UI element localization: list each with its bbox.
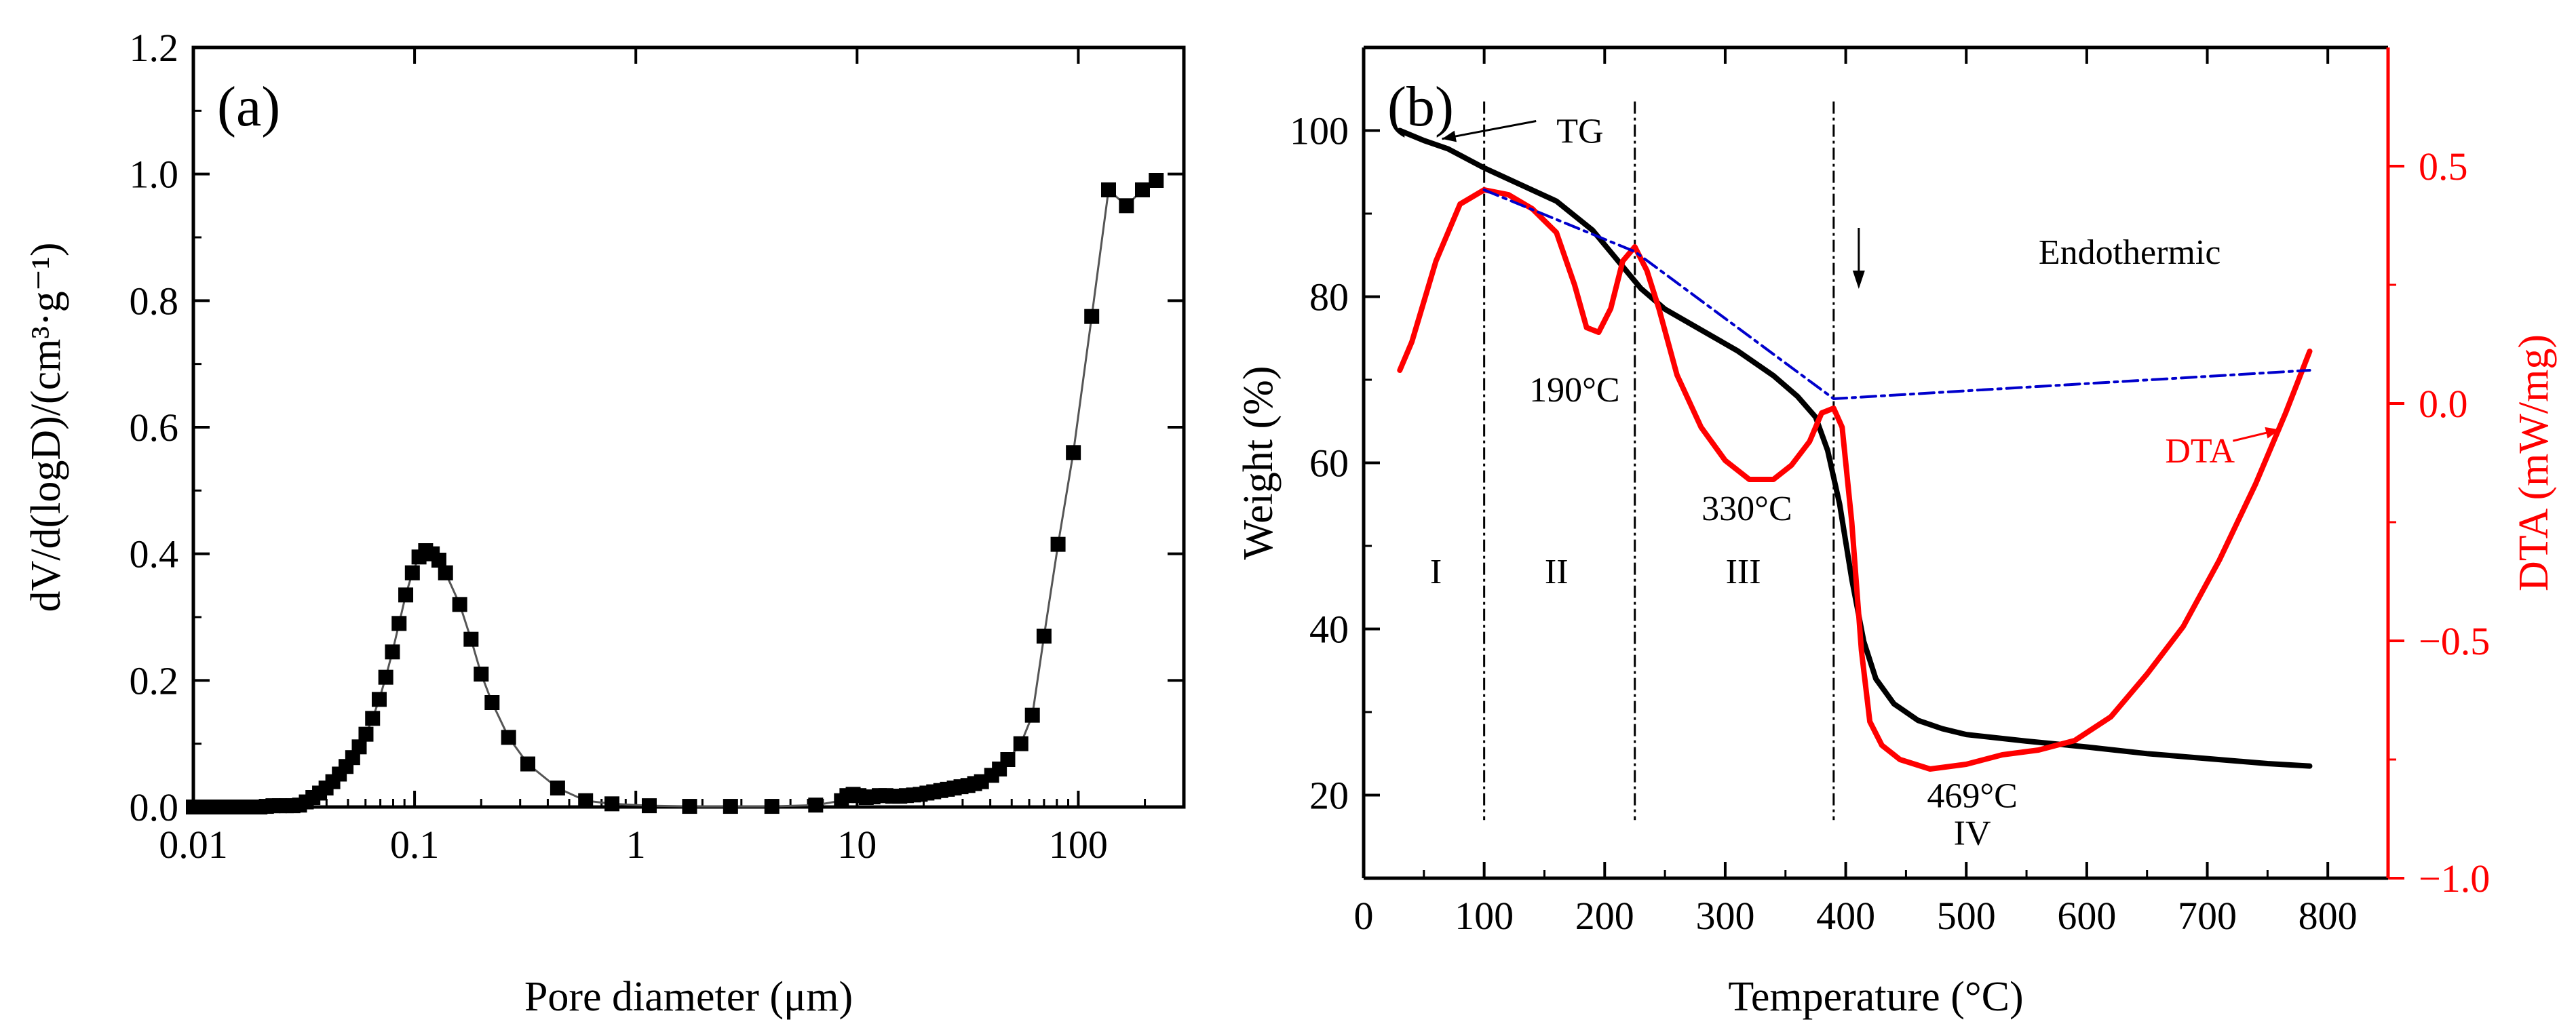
data-point bbox=[641, 798, 657, 814]
annotation-label: I bbox=[1430, 553, 1442, 591]
y-right-tick-label-b: 0.5 bbox=[2419, 144, 2468, 189]
data-point bbox=[764, 799, 780, 814]
annotation-arrowhead bbox=[1442, 130, 1457, 142]
y-axis-title-a: dV/d(logD)/(cm³·g⁻¹) bbox=[23, 242, 69, 612]
data-point bbox=[520, 756, 536, 772]
endothermic-arrowhead bbox=[1852, 271, 1865, 289]
data-point bbox=[431, 553, 446, 568]
y-tick-label-a: 0.0 bbox=[130, 785, 179, 829]
annotation-label: II bbox=[1545, 553, 1569, 591]
y-right-tick-label-b: −0.5 bbox=[2419, 619, 2490, 663]
y-tick-label-a: 0.4 bbox=[130, 532, 179, 576]
data-point bbox=[404, 565, 420, 580]
x-tick-label-a: 0.01 bbox=[159, 823, 228, 867]
annotation-label: 330°C bbox=[1702, 490, 1792, 528]
y-tick-label-a: 0.6 bbox=[130, 406, 179, 450]
data-point bbox=[723, 799, 738, 814]
x-tick-label-b: 400 bbox=[1816, 894, 1875, 938]
x-tick-label-a: 100 bbox=[1049, 823, 1108, 867]
y-right-tick-label-b: −1.0 bbox=[2419, 856, 2490, 901]
y-tick-label-a: 0.8 bbox=[130, 279, 179, 323]
y-tick-label-a: 1.2 bbox=[130, 26, 179, 70]
annotation-label: DTA bbox=[2165, 432, 2235, 471]
x-tick-label-b: 300 bbox=[1695, 894, 1754, 938]
data-point bbox=[550, 781, 565, 795]
y-tick-label-a: 1.0 bbox=[130, 153, 179, 197]
data-point bbox=[371, 692, 387, 707]
x-tick-label-b: 800 bbox=[2299, 894, 2358, 938]
annotation-label: IV bbox=[1954, 814, 1991, 853]
series-DTA-line bbox=[1397, 187, 2313, 772]
panel-a: 0.01 0.1 1 10 100 0.0 0.2 0.4 0.6 0.8 1.0 1.2 Pore d… bbox=[23, 26, 1186, 1020]
x-tick-label-b: 200 bbox=[1575, 894, 1634, 938]
data-point bbox=[1066, 445, 1081, 460]
x-tick-label-b: 600 bbox=[2057, 894, 2116, 938]
data-point bbox=[463, 631, 479, 647]
data-point bbox=[358, 726, 374, 742]
data-point bbox=[1000, 752, 1016, 767]
data-point bbox=[452, 597, 467, 612]
annotation-arrow-shaft bbox=[1442, 120, 1537, 140]
data-point bbox=[1149, 173, 1164, 188]
series-TG-line bbox=[1397, 127, 2313, 769]
data-point bbox=[351, 739, 367, 755]
y-tick-label-a: 0.2 bbox=[130, 658, 179, 703]
panel-label-a: (a) bbox=[217, 75, 280, 138]
data-point bbox=[808, 797, 824, 813]
data-point bbox=[391, 616, 407, 631]
series-baseline-line bbox=[1482, 189, 2311, 400]
data-point bbox=[682, 799, 697, 814]
series-line-a bbox=[193, 179, 1157, 808]
data-point bbox=[1084, 309, 1100, 324]
data-point bbox=[1134, 182, 1150, 197]
y-left-tick-label-b: 60 bbox=[1309, 441, 1349, 486]
annotation-label: III bbox=[1726, 553, 1761, 591]
data-point bbox=[1013, 736, 1029, 751]
x-axis-title-b: Temperature (°C) bbox=[1728, 974, 2023, 1020]
x-tick-label-b: 700 bbox=[2178, 894, 2237, 938]
x-tick-label-b: 500 bbox=[1937, 894, 1996, 938]
data-point bbox=[378, 669, 393, 685]
data-point bbox=[1024, 707, 1040, 723]
y-left-tick-label-b: 100 bbox=[1290, 109, 1349, 153]
annotation-label: TG bbox=[1556, 113, 1603, 151]
data-point bbox=[1119, 198, 1134, 214]
data-point bbox=[398, 587, 414, 603]
annotation-label: Endothermic bbox=[2039, 233, 2221, 272]
y-left-tick-label-b: 80 bbox=[1309, 275, 1349, 319]
x-tick-label-a: 1 bbox=[626, 823, 646, 867]
data-point bbox=[1036, 629, 1052, 644]
annotation-label: 469°C bbox=[1927, 777, 2017, 816]
data-point bbox=[474, 667, 489, 682]
y-right-tick-label-b: 0.0 bbox=[2419, 382, 2468, 426]
x-tick-label-a: 0.1 bbox=[390, 823, 440, 867]
x-tick-label-b: 0 bbox=[1354, 894, 1374, 938]
data-point bbox=[1050, 536, 1066, 552]
panel-label-b: (b) bbox=[1387, 75, 1454, 138]
data-point bbox=[604, 796, 620, 812]
annotation-label: 190°C bbox=[1529, 371, 1619, 410]
panel-b: 0 100 200 300 400 500 600 700 800 20 40 60 80 100 0.5 0… bbox=[1235, 45, 2557, 1020]
data-point bbox=[501, 730, 516, 745]
y-right-axis-title-b: DTA (mW/mg) bbox=[2511, 334, 2557, 591]
y-left-axis-title-b: Weight (%) bbox=[1235, 366, 1282, 560]
x-tick-label-b: 100 bbox=[1455, 894, 1514, 938]
data-point bbox=[365, 711, 381, 726]
data-point bbox=[578, 793, 594, 808]
data-point bbox=[438, 565, 453, 580]
data-point bbox=[484, 695, 500, 710]
y-left-tick-label-b: 40 bbox=[1309, 608, 1349, 652]
x-axis-title-a: Pore diameter (μm) bbox=[524, 974, 853, 1020]
x-tick-label-a: 10 bbox=[837, 823, 877, 867]
y-left-tick-label-b: 20 bbox=[1309, 774, 1349, 818]
data-point bbox=[1100, 182, 1116, 197]
annotation-arrowhead bbox=[2265, 427, 2280, 439]
data-point bbox=[385, 644, 400, 660]
